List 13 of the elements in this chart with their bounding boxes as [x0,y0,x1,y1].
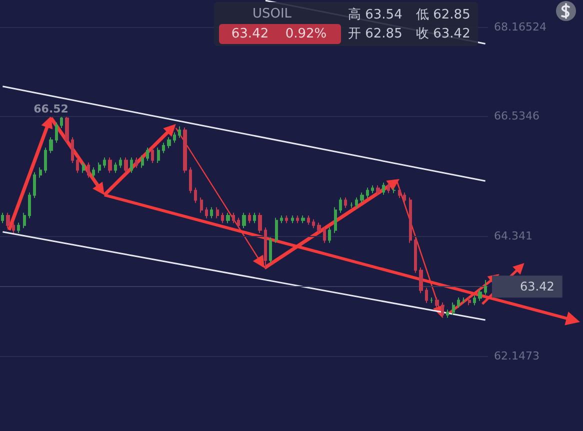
annotation: 0.92% [285,26,327,42]
annotation: 低 62.85 [416,8,470,22]
annotation: 63.42 [231,26,269,42]
annotation: 收 63.42 [416,26,470,42]
y-tick-label: 68.16524 [494,20,546,34]
y-tick-label: 66.5346 [494,110,540,123]
y-tick-label: 62.1473 [494,350,540,363]
text: USOIL [252,6,292,22]
y-tick-label: 64.341 [494,230,532,243]
annotation: 66.52 [34,102,68,116]
annotation: 高 63.54 [348,6,402,22]
annotation: 开 62.85 [348,26,402,42]
ref-line-label: 63.42 [520,280,554,294]
